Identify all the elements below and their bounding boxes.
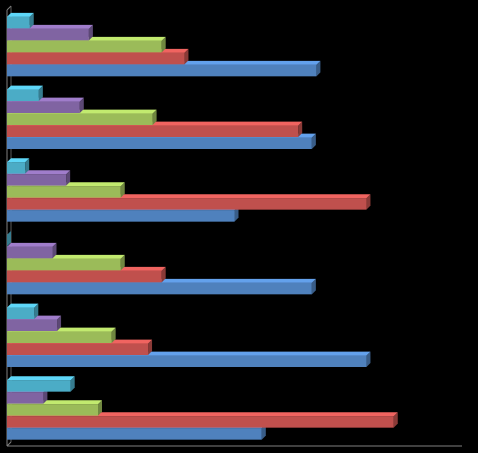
bar-end xyxy=(120,182,125,198)
bar-end xyxy=(184,48,189,65)
bar-front xyxy=(7,101,80,113)
bar-top xyxy=(7,158,30,163)
bar-end xyxy=(52,242,57,259)
bar-end xyxy=(298,121,303,137)
bar xyxy=(7,412,398,428)
bar-end xyxy=(234,206,239,222)
bar-top xyxy=(7,12,34,17)
bar-top xyxy=(7,303,39,308)
bar-front xyxy=(7,174,67,186)
bar-end xyxy=(25,158,30,174)
bar-end xyxy=(311,278,316,295)
bar-front xyxy=(7,319,58,331)
bar-front xyxy=(7,331,112,343)
bar xyxy=(7,158,30,174)
bar-front xyxy=(7,404,98,416)
bar-end xyxy=(70,376,75,392)
bar-end xyxy=(366,351,371,367)
bar-front xyxy=(7,89,39,101)
bar-end xyxy=(366,194,371,210)
bar-top xyxy=(7,85,43,90)
bar-front xyxy=(7,355,367,367)
bar-front xyxy=(7,186,121,198)
bar-front xyxy=(7,64,317,77)
bar-front xyxy=(7,52,185,65)
bar xyxy=(7,85,43,101)
bar-front xyxy=(7,416,394,428)
chart-axes xyxy=(6,5,462,447)
bar-front xyxy=(7,198,367,210)
bar-end xyxy=(88,24,93,41)
bar-front xyxy=(7,113,153,125)
bar-end xyxy=(98,400,102,416)
bar-front xyxy=(7,28,89,41)
bar-front xyxy=(7,125,299,137)
bar-front xyxy=(7,343,149,355)
bar-front xyxy=(7,16,30,29)
bar-end xyxy=(29,12,34,29)
bar-front xyxy=(7,307,35,319)
bar xyxy=(7,303,39,319)
bar-end xyxy=(161,36,166,53)
bar-end xyxy=(152,109,157,125)
bar-front xyxy=(7,210,235,222)
bar-end xyxy=(316,60,321,77)
bar-end xyxy=(393,412,398,428)
bar xyxy=(7,376,75,392)
bar-front xyxy=(7,270,162,283)
bar-end xyxy=(261,424,266,440)
bar-front xyxy=(7,392,44,404)
bar-top xyxy=(7,376,75,381)
bar xyxy=(7,12,34,29)
x-axis-corner-edge xyxy=(6,441,12,447)
chart-bars xyxy=(7,12,398,440)
bar-end xyxy=(311,133,316,149)
bar-end xyxy=(38,85,43,101)
bar-front xyxy=(7,428,262,440)
bar-end xyxy=(120,254,125,271)
bar-front xyxy=(7,282,312,295)
bar-end xyxy=(161,266,166,283)
bar-end xyxy=(7,230,11,247)
bar xyxy=(7,242,57,259)
bar-end xyxy=(66,170,71,186)
bar xyxy=(7,230,11,247)
y-axis-top-edge xyxy=(6,5,12,11)
bar-front xyxy=(7,246,53,259)
bar-end xyxy=(43,388,48,404)
bar-end xyxy=(148,339,153,355)
bar-top xyxy=(7,242,57,247)
bar-front xyxy=(7,40,162,53)
bar-front xyxy=(7,137,312,149)
bar-top xyxy=(7,412,398,417)
bar-front xyxy=(7,162,26,174)
bar-end xyxy=(79,97,84,113)
bar-end xyxy=(57,315,62,331)
bar-front xyxy=(7,258,121,271)
bar-end xyxy=(111,327,116,343)
bar-front xyxy=(7,380,71,392)
bar-end xyxy=(34,303,39,319)
